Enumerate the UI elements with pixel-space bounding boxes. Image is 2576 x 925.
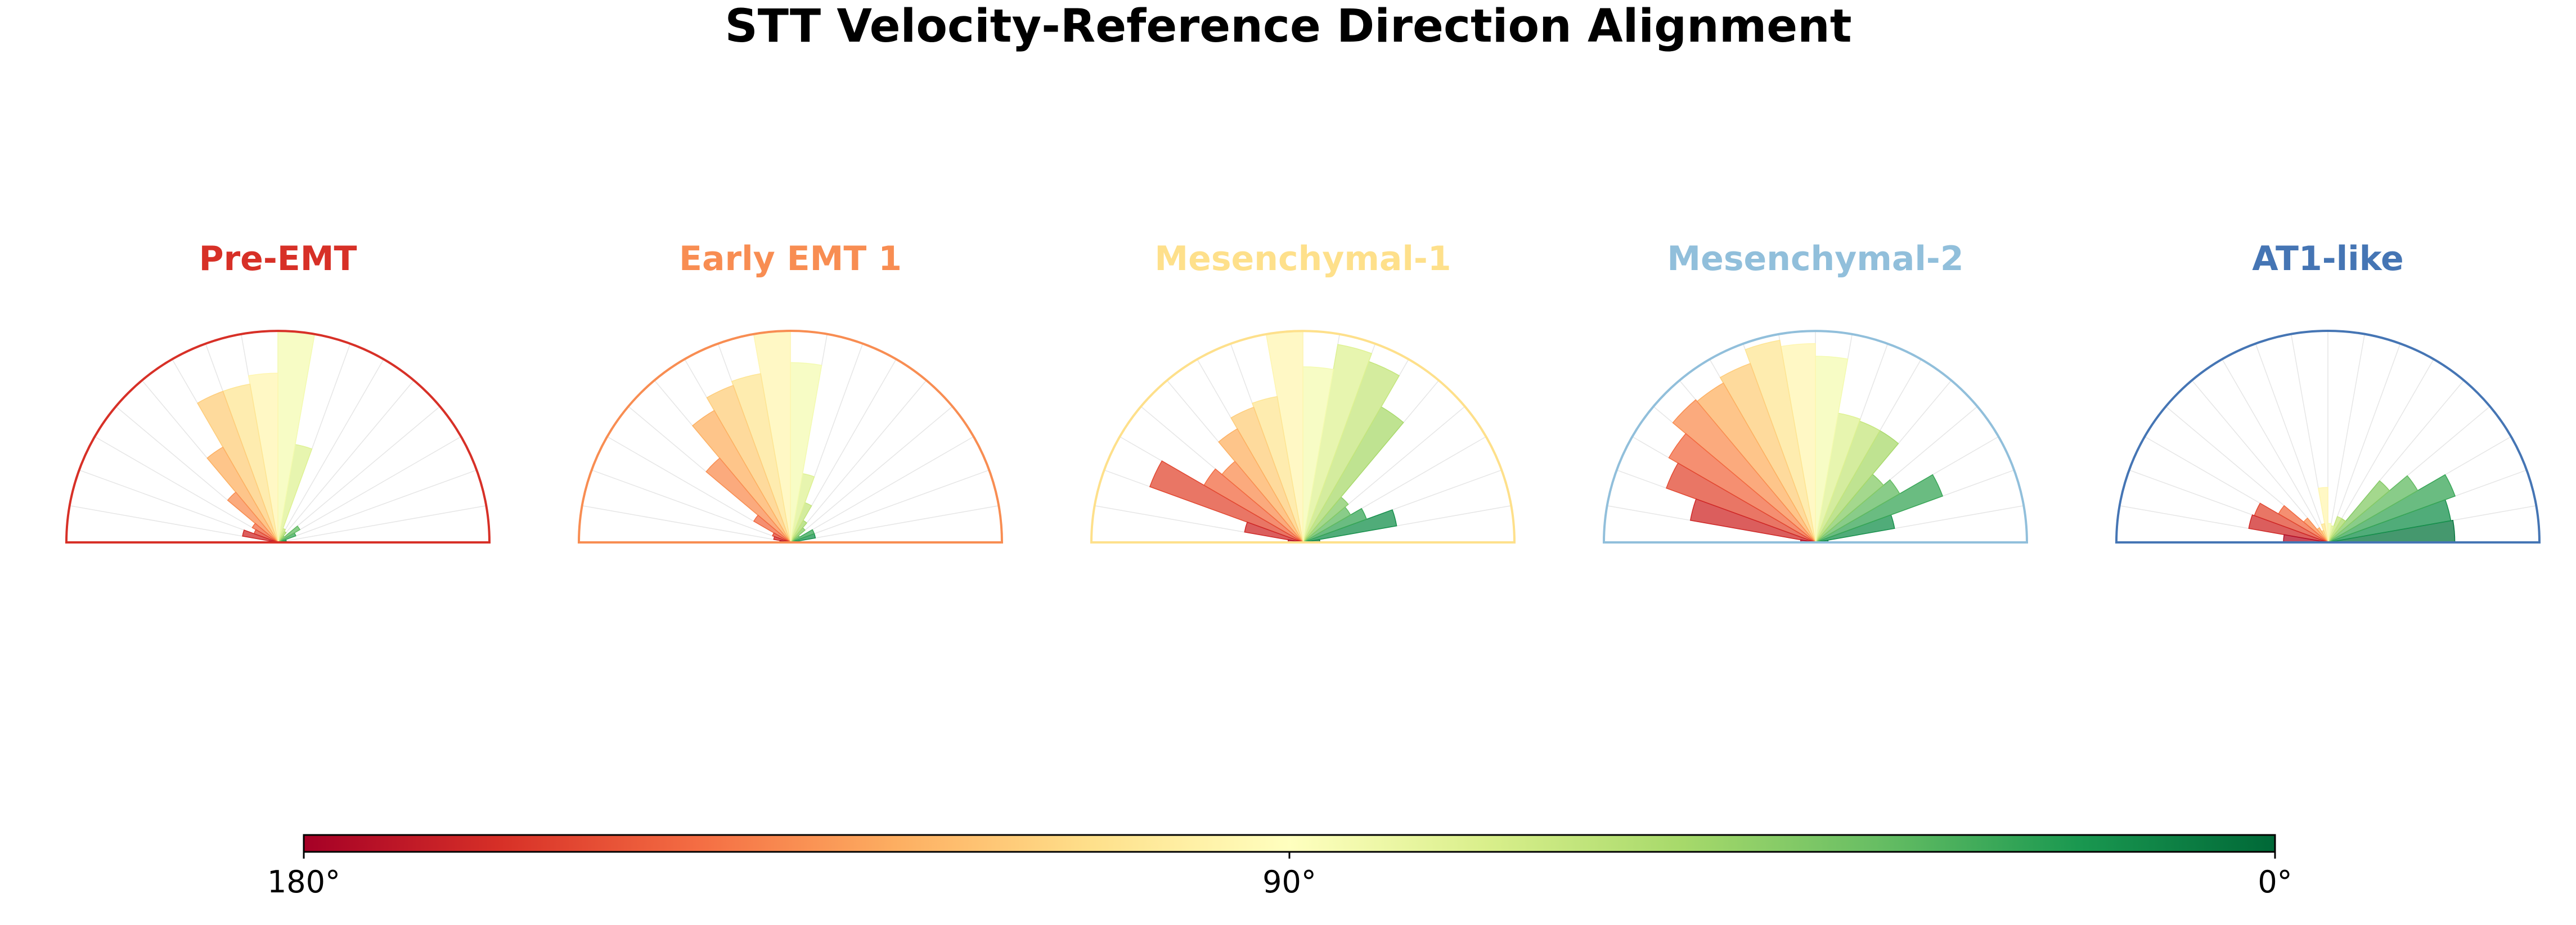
bar-series <box>197 330 316 543</box>
panel-frame <box>1090 330 1516 544</box>
panel-title: Pre-EMT <box>199 239 357 279</box>
panel-frame <box>2115 330 2541 544</box>
bar-series <box>1149 330 1404 543</box>
polar-bar <box>1668 433 1816 543</box>
polar-bar <box>1689 498 1816 543</box>
colorbar-ticks: 180° 90° 0° <box>267 852 2292 900</box>
polar-bar <box>1244 522 1303 543</box>
panel-title: Mesenchymal-2 <box>1667 239 1963 279</box>
polar-bar <box>706 384 791 543</box>
polar-bar <box>2327 516 2343 543</box>
polar-panel: Mesenchymal-1 <box>1090 239 1516 544</box>
panel-title: Early EMT 1 <box>679 239 902 279</box>
polar-bar <box>1252 396 1303 543</box>
polar-bar <box>2327 474 2456 543</box>
polar-bar <box>773 536 791 543</box>
colorbar: 180° 90° 0° <box>267 834 2292 900</box>
polar-bar <box>206 446 278 543</box>
polar-bar <box>2327 480 2390 543</box>
polar-bar <box>1672 399 1816 543</box>
polar-panel: Mesenchymal-2 <box>1602 239 2029 544</box>
colorbar-tick-label: 0° <box>2258 864 2292 900</box>
bar-series <box>1666 339 1944 543</box>
polar-panel: Pre-EMT <box>65 239 491 544</box>
panel-frame <box>65 330 491 544</box>
polar-bar <box>1302 508 1368 543</box>
colorbar-tick-label: 180° <box>267 864 340 900</box>
polar-bar <box>2248 514 2328 543</box>
polar-bar <box>1149 460 1303 543</box>
colorbar-bar <box>303 834 2276 853</box>
polar-bar <box>277 525 301 543</box>
polar-bar <box>1302 344 1373 543</box>
polar-bar <box>242 529 278 543</box>
polar-bar <box>772 532 791 543</box>
bar-series <box>2248 474 2456 543</box>
chart-title: STT Velocity-Reference Direction Alignme… <box>725 0 1851 53</box>
polar-panel: Early EMT 1 <box>577 239 1004 544</box>
bar-series <box>691 330 822 543</box>
polar-bar <box>227 491 278 543</box>
panel-title: AT1-like <box>2252 239 2403 279</box>
polar-bar <box>1745 339 1816 543</box>
polar-bar <box>1666 462 1816 543</box>
polar-bar <box>1719 363 1816 543</box>
polar-bar <box>753 514 791 543</box>
polar-bar <box>1815 474 1944 543</box>
polar-bar <box>705 457 791 543</box>
colorbar-tick-label: 90° <box>1262 864 1316 900</box>
polar-bar <box>691 410 791 543</box>
polar-bar <box>1815 479 1900 543</box>
polar-panels: Pre-EMT Early EMT 1 Mesenchymal-1 Mesenchym… <box>65 239 2541 544</box>
panel-frame <box>1602 330 2029 544</box>
polar-bar <box>251 523 278 543</box>
panel-title: Mesenchymal-1 <box>1154 239 1451 279</box>
panel-frame <box>577 330 1004 544</box>
polar-bar <box>1218 428 1303 543</box>
polar-panel: AT1-like <box>2115 239 2541 544</box>
polar-bar <box>731 373 791 543</box>
polar-bar <box>2327 475 2418 543</box>
polar-bar <box>1230 406 1303 543</box>
polar-bar <box>197 390 278 543</box>
